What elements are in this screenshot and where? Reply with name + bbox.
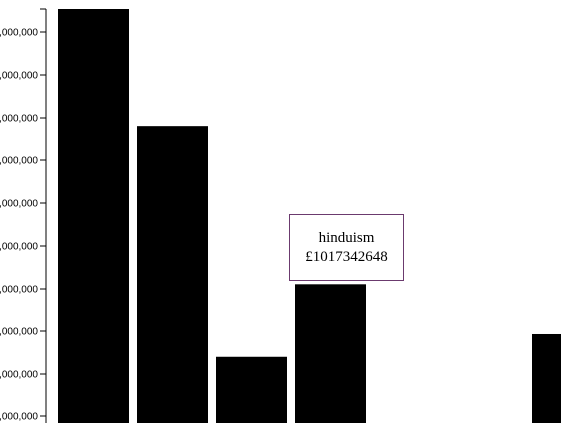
bars-group [58, 9, 561, 423]
y-tick-label: ,000,000 [0, 327, 38, 338]
bar-item-6[interactable] [532, 333, 561, 423]
bar-item-3[interactable] [216, 356, 287, 423]
y-tick-label: ,000,000 [0, 199, 38, 210]
bar-item-2[interactable] [137, 126, 208, 423]
y-tick-label: ,000,000 [0, 370, 38, 381]
y-tick-label: ,000,000 [0, 156, 38, 167]
y-axis: ,000,000 ,000,000 ,000,000 ,000,000 ,000,000… [0, 8, 47, 423]
y-tick-label: ,000,000 [0, 114, 38, 125]
bar-item-4[interactable] [295, 284, 366, 423]
bar-tooltip: hinduism £1017342648 [289, 214, 404, 281]
y-tick-label: ,000,000 [0, 71, 38, 82]
y-tick-label: ,000,000 [0, 242, 38, 253]
y-tick-label: ,000,000 [0, 285, 38, 296]
bar-item-1[interactable] [58, 9, 129, 423]
tooltip-category: hinduism [318, 229, 375, 246]
y-tick-label: ,000,000 [0, 28, 38, 39]
tooltip-value: £1017342648 [305, 248, 388, 265]
y-tick-label: ,000,000 [0, 412, 38, 423]
